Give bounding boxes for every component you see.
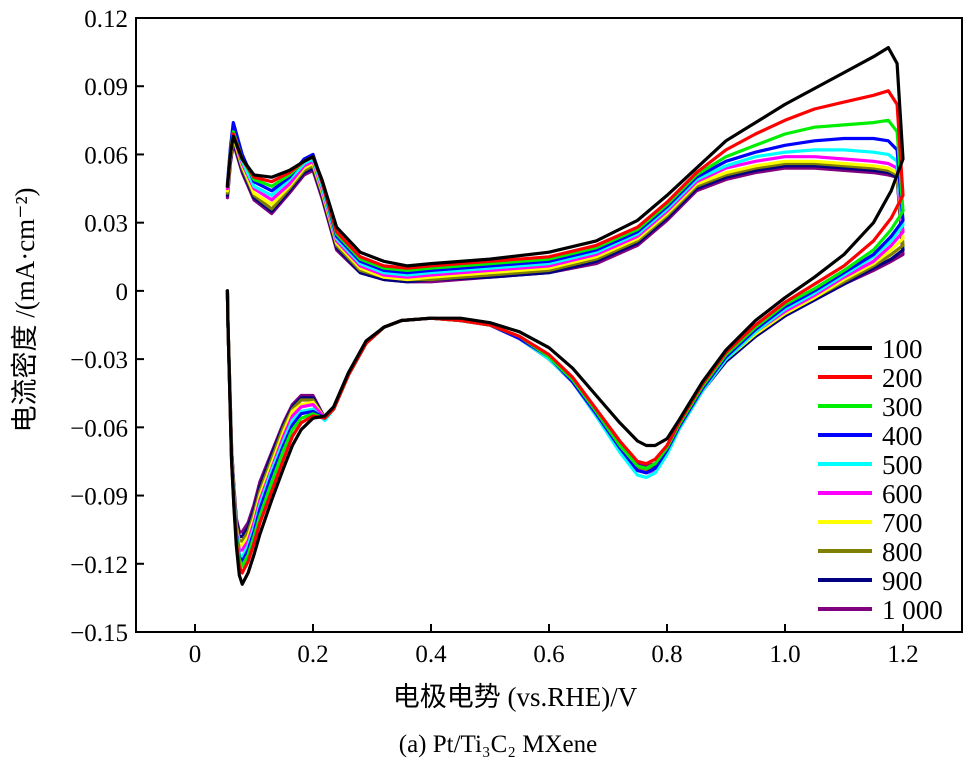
x-tick-label: 0.8: [651, 641, 682, 668]
x-tick-label: 0.6: [533, 641, 564, 668]
y-tick-label: −0.09: [70, 484, 128, 511]
y-tick-label: 0.03: [84, 211, 128, 238]
legend-label: 900: [882, 566, 923, 596]
legend-label: 200: [882, 363, 923, 393]
y-tick-label: −0.06: [70, 415, 128, 442]
y-tick-label: 0.06: [84, 142, 128, 169]
legend-label: 100: [882, 334, 923, 364]
legend-label: 300: [882, 392, 923, 422]
y-tick-label: −0.12: [70, 552, 128, 579]
y-tick-label: 0.12: [84, 6, 128, 33]
legend-label: 800: [882, 537, 923, 567]
legend-label: 700: [882, 508, 923, 538]
series-line: [225, 127, 905, 559]
x-tick-label: 0.4: [415, 641, 447, 668]
x-tick-label: 1.0: [769, 641, 800, 668]
y-tick-label: 0.09: [84, 74, 128, 101]
series-line: [225, 118, 905, 568]
x-axis-ticks: 0 0.2 0.4 0.6 0.8 1.0 1.2: [189, 624, 919, 668]
legend-label: 400: [882, 421, 923, 451]
series-curves: [225, 46, 905, 586]
legend-label: 500: [882, 450, 923, 480]
y-tick-label: −0.03: [70, 347, 128, 374]
y-tick-label: −0.15: [70, 620, 128, 647]
x-tick-label: 0.2: [297, 641, 328, 668]
y-tick-label: 0: [116, 279, 129, 306]
x-tick-label: 1.2: [887, 641, 918, 668]
x-tick-label: 0: [189, 641, 202, 668]
legend-label: 600: [882, 479, 923, 509]
series-line: [225, 121, 905, 564]
legend-label: 1 000: [882, 595, 943, 625]
y-axis-ticks: 0.12 0.09 0.06 0.03 0 −0.03 −0.06 −0.09 −0.12 −0.…: [70, 6, 144, 647]
figure-caption: (a) Pt/Ti₃C₂ MXene: [399, 731, 597, 758]
y-axis-title: 电流密度 /(mA·cm⁻²): [10, 187, 40, 432]
x-axis-title: 电极电势 (vs.RHE)/V: [393, 682, 638, 712]
series-line: [225, 46, 905, 586]
